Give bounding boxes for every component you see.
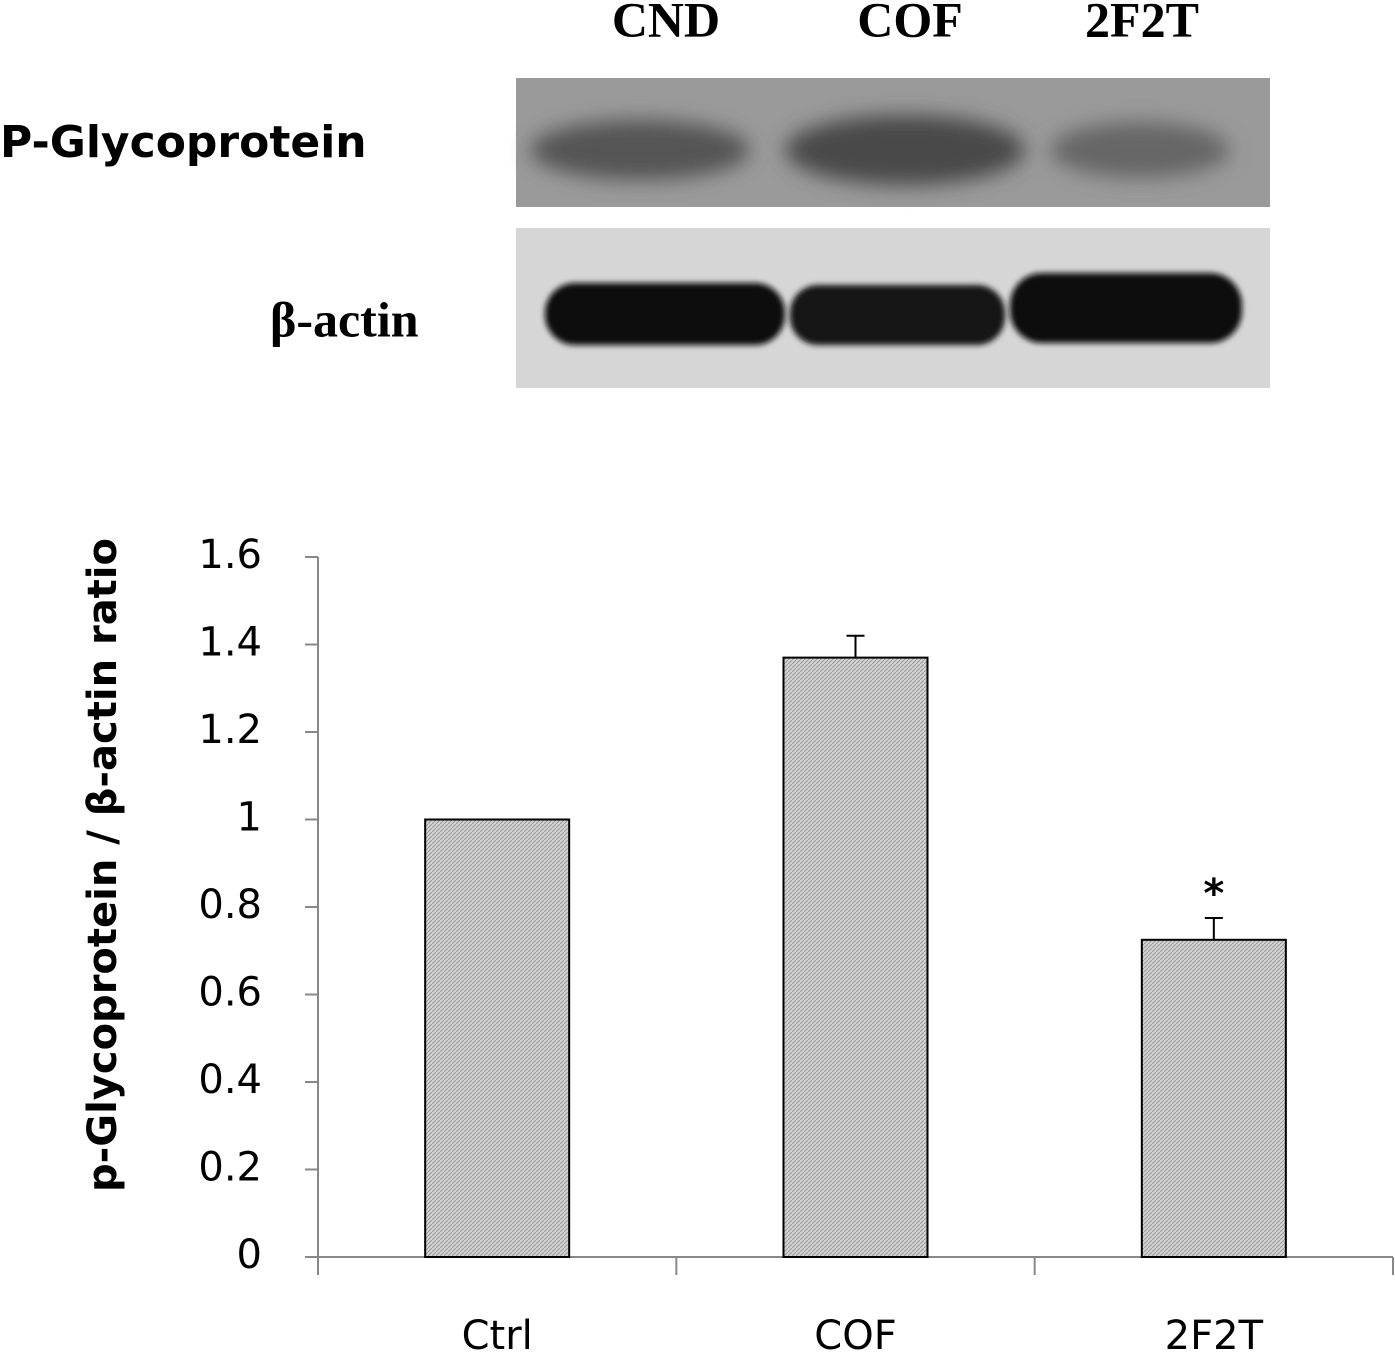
y-tick-label: 0.6 [198,970,262,1016]
y-tick-label: 0.2 [198,1145,262,1191]
y-tick-label: 1.6 [198,532,262,578]
error-bar [846,634,865,658]
y-axis-label: p-Glycoprotein / β-actin ratio [80,538,126,1192]
lane-label: 2F2T [1085,0,1199,47]
bar [782,656,929,1258]
y-tick-label: 1.4 [198,620,262,666]
y-tick-label: 0.4 [198,1057,262,1103]
x-tick-label: COF [814,1313,896,1359]
y-tick-label: 1 [237,795,262,841]
blot-bands [530,115,1230,185]
x-tick-label: 2F2T [1165,1313,1264,1359]
y-tick-label: 0 [237,1232,262,1278]
row-label: β-actin [270,291,419,347]
blot: CND COF 2F2T P-Glycoprotein β-actin [0,0,1270,388]
x-tick-label: Ctrl [462,1313,533,1359]
blot-bands [545,273,1242,345]
annotation: * [1203,871,1224,917]
error-bar [1204,916,1223,940]
lane-label: COF [857,0,963,47]
y-tick-label: 0.8 [198,882,262,928]
bar [424,818,571,1258]
row-label: P-Glycoprotein [0,117,367,168]
bar [1140,938,1287,1258]
plot: 0 0.2 0.4 0.6 0.8 1 1.2 1.4 1.6 Ctrl COF 2F2T * [198,532,1394,1359]
lane-label: CND [612,0,720,47]
y-tick-label: 1.2 [198,707,262,753]
